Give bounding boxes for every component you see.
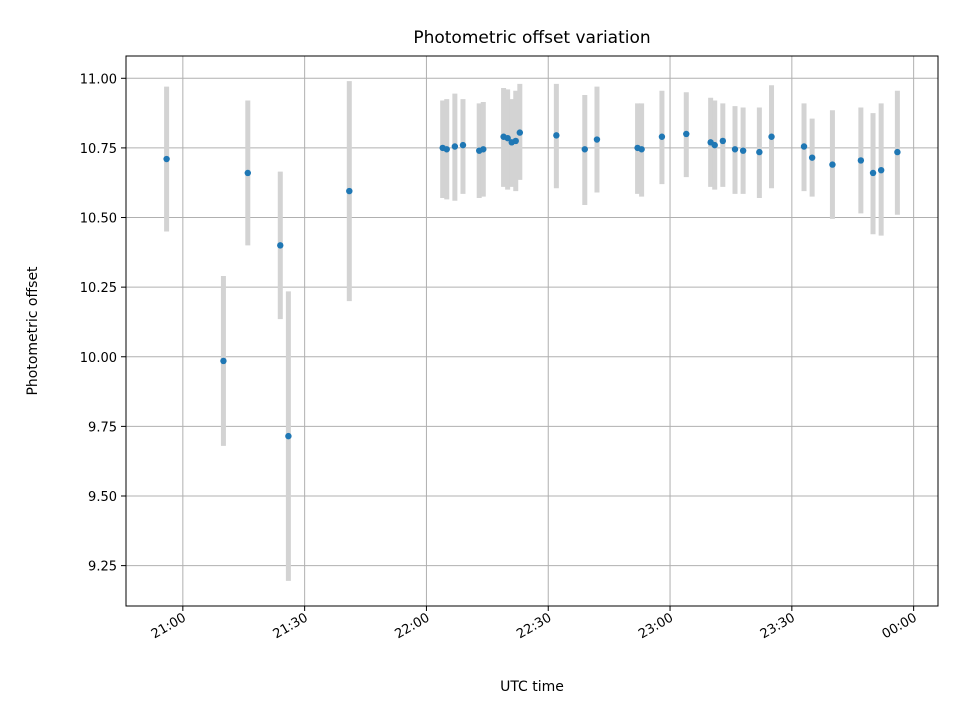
data-point — [719, 137, 727, 145]
data-point — [877, 166, 885, 174]
data-point — [443, 146, 450, 153]
data-point — [593, 136, 601, 143]
data-points — [163, 129, 901, 440]
data-point — [683, 130, 690, 138]
grid — [126, 56, 938, 606]
data-point — [857, 157, 865, 164]
data-point — [244, 169, 251, 177]
y-axis-label: Photometric offset — [25, 266, 41, 396]
data-point — [451, 143, 459, 150]
data-point — [739, 147, 747, 154]
y-tick-label: 11.00 — [80, 72, 117, 87]
data-point — [638, 146, 645, 153]
y-tick-label: 10.25 — [80, 281, 117, 296]
y-axis: 9.25 9.50 9.75 10.00 10.25 10.50 10.75 11.00 — [80, 72, 126, 575]
data-point — [869, 169, 877, 177]
data-point — [516, 129, 524, 136]
chart-title: Photometric offset variation — [413, 28, 650, 48]
data-point — [768, 133, 775, 140]
data-point — [277, 242, 284, 249]
data-point — [480, 146, 487, 153]
y-tick-label: 9.75 — [88, 420, 117, 435]
data-point — [711, 141, 718, 149]
y-tick-label: 10.00 — [80, 351, 117, 366]
data-point — [285, 432, 292, 440]
data-point — [220, 357, 227, 365]
y-tick-label: 9.25 — [88, 560, 117, 575]
y-tick-label: 10.75 — [80, 142, 117, 157]
data-point — [346, 187, 353, 195]
data-point — [731, 146, 739, 153]
data-point — [894, 148, 901, 156]
data-point — [829, 161, 836, 168]
data-point — [504, 134, 511, 142]
y-tick-label: 10.50 — [80, 212, 117, 227]
data-point — [756, 148, 763, 156]
data-point — [581, 146, 588, 153]
data-point — [808, 154, 816, 161]
x-axis-label: UTC time — [500, 679, 564, 695]
y-tick-label: 9.50 — [88, 490, 117, 505]
data-point — [553, 132, 560, 139]
data-point — [459, 141, 467, 149]
plot-frame — [125, 55, 939, 607]
data-point — [800, 143, 808, 150]
data-point — [512, 137, 519, 145]
data-point — [163, 155, 170, 163]
data-point — [658, 133, 666, 140]
